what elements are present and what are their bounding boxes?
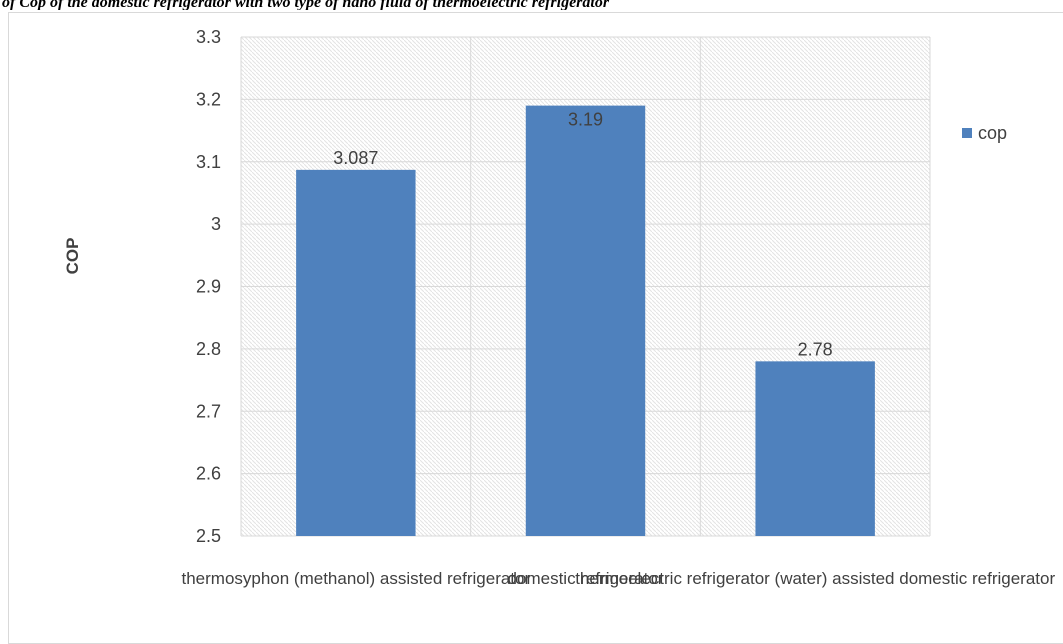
y-axis-label: COP <box>63 238 82 275</box>
bar-chart: 2.52.62.72.82.933.13.23.3 3.0873.192.78 … <box>63 27 1055 588</box>
y-tick-label: 3.1 <box>196 152 221 172</box>
bar <box>755 361 875 536</box>
category-labels: thermosyphon (methanol) assisted refrige… <box>181 569 1055 588</box>
legend-label: cop <box>978 123 1007 143</box>
bars <box>296 105 875 537</box>
y-tick-label: 2.7 <box>196 401 221 421</box>
y-axis-ticks: 2.5 2.6 2.7 2.8 2.9 3 3.1 3.2 3.3 <box>196 27 221 546</box>
bar <box>296 169 416 536</box>
y-tick-label: 2.5 <box>196 526 221 546</box>
y-tick-label: 2.6 <box>196 464 221 484</box>
category-label: thermoelectric refrigerator (water) assi… <box>575 569 1055 588</box>
data-label: 2.78 <box>798 339 833 359</box>
legend-swatch <box>962 128 972 138</box>
data-labels: 3.087 3.19 2.78 <box>333 110 832 360</box>
category-label: thermosyphon (methanol) assisted refrige… <box>181 569 530 588</box>
y-tick-label: 2.8 <box>196 339 221 359</box>
y-tick-label: 3.2 <box>196 89 221 109</box>
data-label: 3.087 <box>333 148 378 168</box>
y-tick-label: 3 <box>211 214 221 234</box>
bar <box>525 105 646 537</box>
category-label: domestic refrigerator <box>508 569 664 588</box>
y-tick-label: 2.9 <box>196 277 221 297</box>
y-tick-label: 3.3 <box>196 27 221 47</box>
data-label: 3.19 <box>568 110 603 130</box>
legend: cop <box>962 123 1007 143</box>
figure-caption: of Cop of the domestic refrigerator with… <box>2 0 610 10</box>
